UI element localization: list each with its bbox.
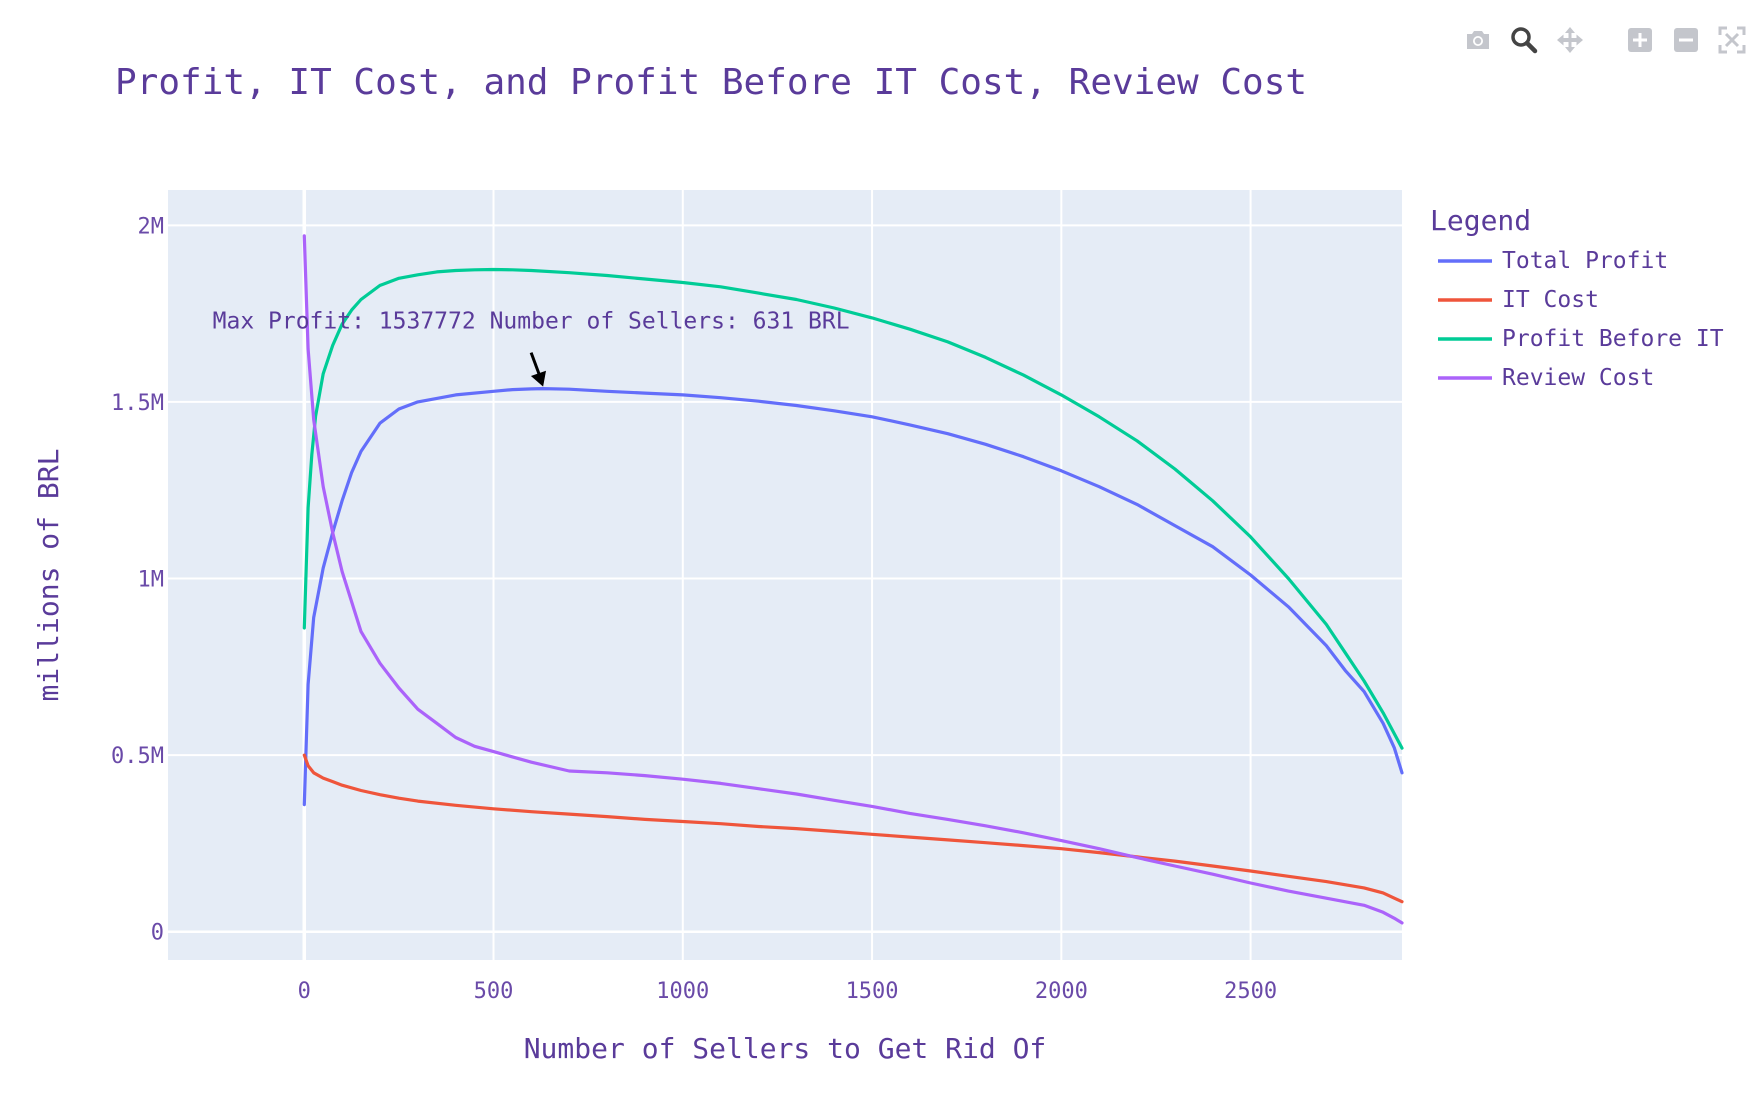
legend-item-total-profit[interactable]: Total Profit <box>1438 248 1668 274</box>
chart-title: Profit, IT Cost, and Profit Before IT Co… <box>115 62 1308 103</box>
legend: Legend Total Profit IT Cost Profit Before … <box>1430 204 1724 391</box>
y-tick-label-3: 1.5M <box>111 391 164 416</box>
annotation-arrowhead-0 <box>530 370 547 387</box>
series-line-total-profit[interactable] <box>302 387 1404 807</box>
autoscale-icon[interactable] <box>1716 24 1748 56</box>
x-tick-label-2: 1000 <box>656 979 709 1004</box>
zoom-icon[interactable] <box>1508 24 1540 56</box>
y-tick-label-1: 0.5M <box>111 744 164 769</box>
x-tick-label-1: 500 <box>474 979 514 1004</box>
x-tick-label-4: 2000 <box>1035 979 1088 1004</box>
pan-icon[interactable] <box>1554 24 1586 56</box>
legend-item-it-cost[interactable]: IT Cost <box>1438 287 1599 313</box>
series-line-it-cost[interactable] <box>302 753 1404 904</box>
camera-icon[interactable] <box>1462 24 1494 56</box>
x-axis-title: Number of Sellers to Get Rid Of <box>524 1032 1047 1065</box>
plot-area[interactable] <box>168 190 1402 960</box>
zoom-out-icon[interactable] <box>1670 24 1702 56</box>
x-tick-label-0: 0 <box>298 979 311 1004</box>
legend-title: Legend <box>1430 204 1531 237</box>
legend-item-profit-before-it[interactable]: Profit Before IT <box>1438 326 1724 352</box>
legend-label: Review Cost <box>1502 365 1654 391</box>
y-tick-label-4: 2M <box>138 214 165 239</box>
modebar <box>1462 24 1748 56</box>
legend-label: IT Cost <box>1502 287 1599 313</box>
zoom-in-icon[interactable] <box>1624 24 1656 56</box>
x-tick-label-3: 1500 <box>846 979 899 1004</box>
series-line-review-cost[interactable] <box>302 234 1404 925</box>
legend-label: Profit Before IT <box>1502 326 1724 352</box>
y-tick-label-2: 1M <box>138 568 165 593</box>
x-tick-label-5: 2500 <box>1224 979 1277 1004</box>
y-axis-title: millions of BRL <box>32 449 65 702</box>
annotation-text-0: Max Profit: 1537772 Number of Sellers: 6… <box>213 309 850 335</box>
legend-label: Total Profit <box>1502 248 1668 274</box>
series-line-profit-before-it[interactable] <box>302 267 1404 750</box>
y-tick-label-0: 0 <box>151 921 164 946</box>
legend-item-review-cost[interactable]: Review Cost <box>1438 365 1654 391</box>
